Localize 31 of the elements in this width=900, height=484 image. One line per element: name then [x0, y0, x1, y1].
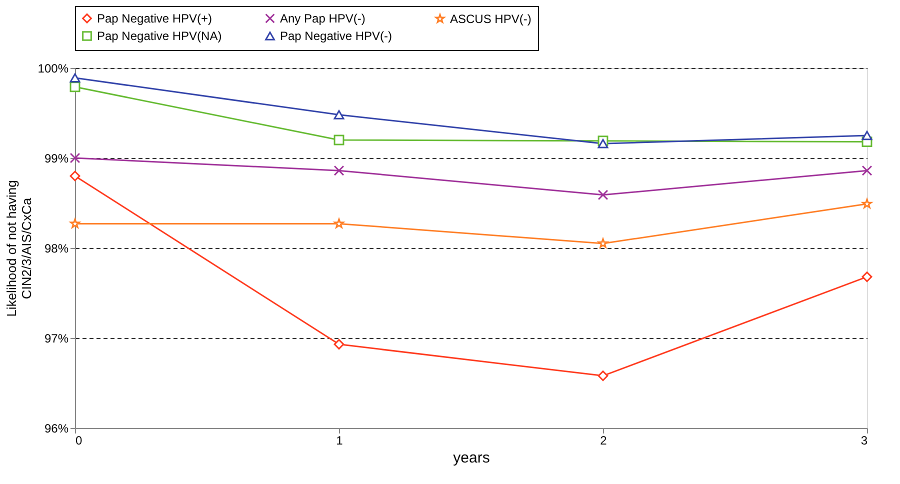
point: [862, 272, 872, 282]
point: [598, 138, 608, 148]
x-tick-label: 0: [76, 434, 82, 448]
point: [334, 165, 344, 176]
point: [334, 134, 344, 146]
x-tick-label: 2: [600, 434, 608, 448]
y-tick-label: 97%: [44, 332, 69, 346]
y-tick-label: 100%: [38, 62, 69, 76]
point: [70, 152, 80, 164]
x-axis-title: years: [453, 450, 490, 466]
legend-label: Pap Negative HPV(NA): [97, 29, 222, 43]
point: [334, 339, 344, 350]
legend-label: Pap Negative HPV(+): [97, 11, 212, 26]
x-tick-label: 3: [860, 434, 868, 448]
point: [334, 218, 344, 228]
legend-label: ASCUS HPV(-): [450, 12, 532, 26]
x-tick-label: 1: [336, 434, 344, 448]
point: [598, 238, 608, 248]
point: [598, 190, 608, 200]
legend-label: Pap Negative HPV(-): [280, 29, 392, 43]
point: [862, 165, 872, 176]
y-tick-label: 96%: [44, 422, 69, 436]
point: [334, 110, 344, 120]
y-tick-label: 98%: [44, 242, 69, 256]
y-tick-label: 99%: [44, 152, 69, 166]
point: [862, 130, 872, 140]
point: [862, 198, 872, 208]
y-axis-title: Likelihood of not having CIN2/3/AIS/CxCa: [4, 180, 34, 317]
point: [70, 170, 80, 182]
point: [598, 370, 608, 382]
legend-label: Any Pap HPV(-): [280, 11, 366, 26]
